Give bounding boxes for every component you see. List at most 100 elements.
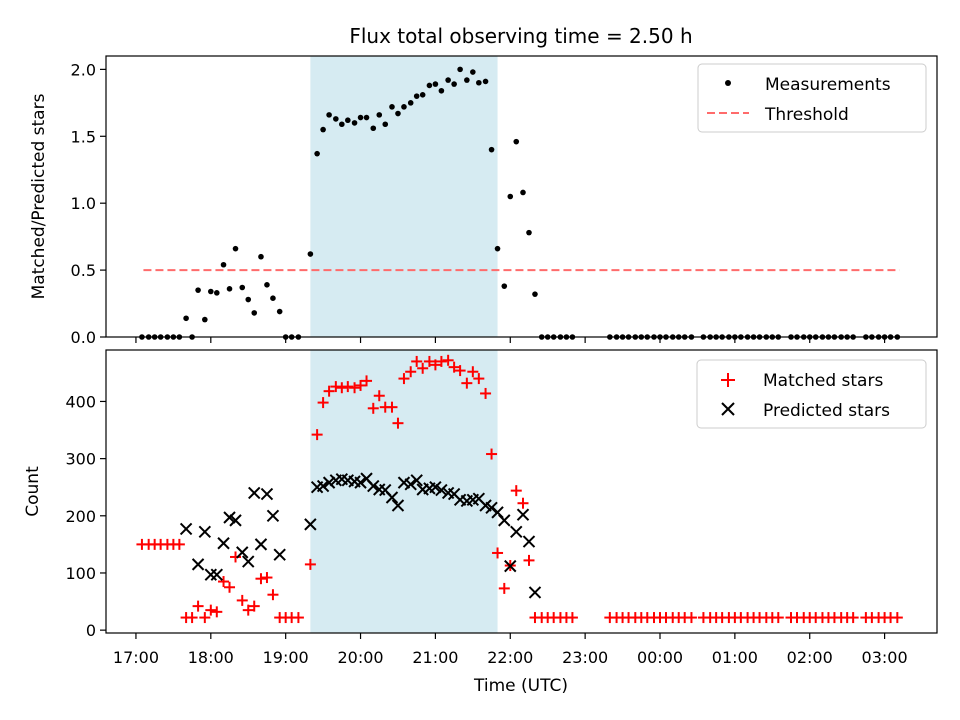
- measurement-point: [451, 81, 457, 87]
- measurements-series: [139, 66, 901, 340]
- matched-star-point: [891, 612, 903, 624]
- matched-star-point: [199, 612, 211, 624]
- matched-star-point: [685, 612, 697, 624]
- predicted-star-point: [510, 525, 523, 539]
- matched-star-point: [267, 589, 279, 601]
- matched-star-point: [342, 381, 354, 393]
- legend-threshold-label: Threshold: [764, 105, 849, 125]
- measurement-point: [220, 261, 227, 268]
- x-tick-label: 22:00: [487, 648, 533, 667]
- matched-star-point: [304, 558, 316, 570]
- matched-star-point: [480, 387, 492, 399]
- x-tick-label: 00:00: [637, 648, 683, 667]
- predicted-star-point: [322, 476, 336, 489]
- matched-star-point: [411, 355, 423, 367]
- top-legend: Measurements Threshold: [697, 63, 927, 133]
- measurement-point: [482, 78, 489, 85]
- measurement-point: [395, 110, 401, 117]
- measurement-point: [202, 316, 208, 323]
- matched-star-point: [523, 554, 535, 566]
- predicted-star-point: [260, 487, 274, 501]
- measurement-point: [470, 69, 476, 75]
- predicted-star-point: [316, 479, 330, 493]
- legend-matched-marker: [721, 373, 735, 387]
- matched-star-point: [398, 373, 410, 385]
- matched-star-point: [467, 366, 479, 378]
- measurement-point: [214, 290, 220, 296]
- top-axes-frame: [105, 55, 938, 338]
- measurement-point: [488, 146, 495, 153]
- top-y-axis-label: Matched/Predicted stars: [29, 93, 49, 299]
- predicted-star-point: [522, 535, 536, 548]
- matched-star-point: [454, 365, 466, 377]
- matched-star-point: [336, 382, 348, 394]
- measurement-point: [351, 120, 358, 126]
- measurement-point: [183, 315, 189, 322]
- x-tick-label: 03:00: [862, 648, 908, 667]
- matched-star-point: [461, 377, 473, 389]
- measurement-point: [333, 116, 339, 122]
- predicted-star-point: [242, 555, 255, 568]
- measurement-point: [314, 150, 320, 157]
- y-tick-label: 0.5: [71, 261, 96, 280]
- x-tick-label: 20:00: [337, 648, 383, 667]
- measurement-point: [251, 310, 258, 316]
- matched-star-point: [186, 612, 198, 624]
- matched-star-point: [261, 572, 273, 584]
- measurement-point: [208, 288, 214, 295]
- y-tick-label: 2.0: [71, 60, 96, 79]
- measurement-point: [239, 284, 246, 291]
- y-tick-label: 1.0: [71, 194, 96, 213]
- matched-star-point: [847, 612, 859, 624]
- predicted-star-point: [223, 511, 236, 524]
- matched-star-point: [224, 581, 236, 593]
- measurement-point: [513, 138, 520, 145]
- y-tick-label: 0.0: [71, 328, 96, 347]
- y-tick-label: 1.5: [71, 127, 96, 146]
- matched-star-point: [367, 402, 379, 414]
- measurement-point: [501, 283, 508, 289]
- matched-star-point: [236, 594, 248, 606]
- x-tick-label: 23:00: [562, 648, 608, 667]
- x-tick-label: 17:00: [113, 648, 159, 667]
- matched-star-point: [386, 401, 398, 413]
- legend-predicted-marker: [721, 402, 735, 416]
- y-tick-label: 400: [65, 392, 96, 411]
- predicted-star-point: [404, 478, 417, 491]
- measurement-point: [363, 114, 370, 121]
- matched-star-point: [566, 612, 578, 624]
- chart-title: Flux total observing time = 2.50 h: [349, 24, 692, 48]
- measurement-point: [438, 87, 445, 94]
- bottom-y-axis-label: Count: [23, 466, 43, 517]
- matched-star-point: [498, 582, 510, 594]
- predicted-star-point: [504, 559, 517, 573]
- matched-star-point: [492, 547, 504, 559]
- matched-star-point: [248, 600, 260, 612]
- bottom-observing-window: [310, 350, 498, 633]
- top-y-axis: 0.0 0.5 1.0 1.5 2.0: [71, 60, 106, 347]
- measurement-point: [382, 121, 389, 128]
- predicted-star-point: [516, 508, 530, 521]
- matched-star-point: [473, 373, 485, 385]
- predicted-star-point: [498, 514, 511, 527]
- measurement-point: [507, 193, 514, 200]
- matched-star-point: [317, 397, 329, 409]
- matched-star-point: [429, 359, 441, 371]
- matched-star-point: [373, 390, 385, 402]
- predicted-star-point: [304, 518, 317, 531]
- legend-measurements-label: Measurements: [765, 75, 891, 95]
- matched-star-point: [423, 355, 435, 367]
- predicted-star-point: [191, 558, 205, 571]
- legend-matched-label: Matched stars: [763, 371, 883, 391]
- measurement-point: [264, 282, 270, 288]
- predicted-star-point: [485, 501, 498, 515]
- predicted-star-point: [391, 499, 405, 512]
- bottom-axes-frame: [105, 349, 938, 634]
- measurement-point: [320, 126, 326, 133]
- matched-star-point: [255, 573, 267, 585]
- measurement-point: [258, 253, 264, 260]
- measurement-point: [419, 92, 426, 98]
- predicted-star-point: [248, 486, 261, 500]
- measurement-point: [326, 112, 332, 118]
- x-tick-label: 21:00: [412, 648, 458, 667]
